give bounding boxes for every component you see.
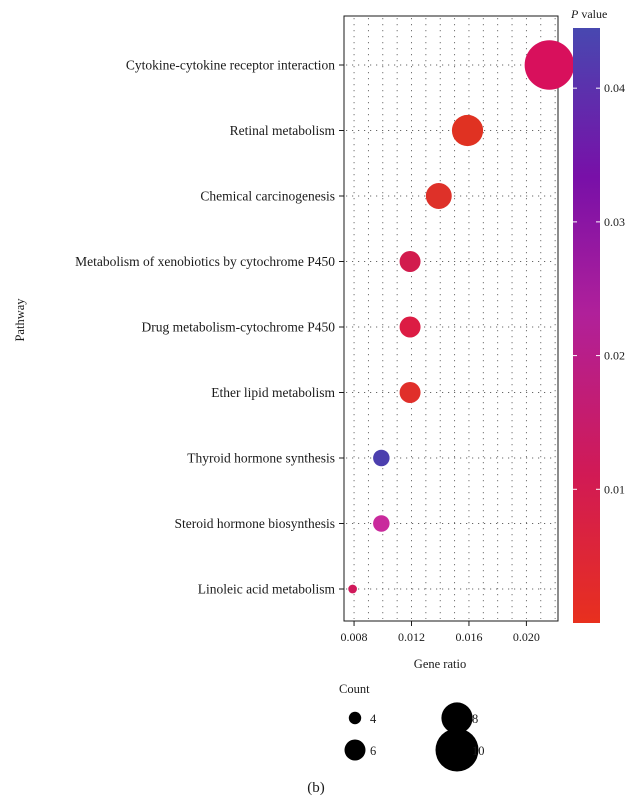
- data-point: [524, 40, 575, 90]
- colorbar-title: P value: [570, 7, 607, 21]
- x-tick-label: 0.012: [398, 630, 425, 644]
- pathway-label: Chemical carcinogenesis: [200, 189, 335, 204]
- y-axis-ticks: [339, 64, 344, 590]
- data-point: [399, 382, 421, 403]
- size-legend-label: 8: [472, 712, 478, 726]
- y-axis-labels: Cytokine-cytokine receptor interaction Re…: [75, 58, 335, 597]
- size-legend-dot: [348, 711, 362, 725]
- x-axis: 0.008 0.012 0.016 0.020: [341, 621, 540, 644]
- data-point: [373, 515, 390, 532]
- pathway-label: Steroid hormone biosynthesis: [175, 516, 336, 531]
- size-legend-dot: [435, 728, 479, 772]
- size-legend-label: 10: [472, 744, 485, 758]
- size-legend-dot: [344, 739, 366, 761]
- pathway-label: Drug metabolism-cytochrome P450: [142, 320, 336, 335]
- pathway-label: Retinal metabolism: [230, 123, 336, 138]
- colorbar-tick-label: 0.03: [604, 215, 625, 229]
- pathway-label: Ether lipid metabolism: [211, 385, 335, 400]
- colorbar-title-rest: value: [578, 7, 607, 21]
- data-point: [348, 584, 357, 594]
- panel-label: (b): [307, 780, 325, 796]
- colorbar-tick-label: 0.01: [604, 482, 625, 496]
- x-tick-label: 0.016: [455, 630, 482, 644]
- pathway-label: Linoleic acid metabolism: [198, 582, 336, 597]
- plot-area: [343, 15, 559, 622]
- x-axis-title: Gene ratio: [414, 657, 466, 671]
- pathway-label: Metabolism of xenobiotics by cytochrome …: [75, 254, 335, 269]
- colorbar-ticks: 0.04 0.03 0.02 0.01: [573, 81, 625, 496]
- x-tick-label: 0.020: [513, 630, 540, 644]
- colorbar-gradient: [573, 28, 600, 623]
- data-point: [399, 316, 421, 338]
- data-point: [425, 183, 452, 209]
- y-axis-title: Pathway: [13, 298, 27, 342]
- size-legend: Count 4 6 8 10: [339, 682, 485, 772]
- data-point: [373, 449, 390, 467]
- data-point: [451, 114, 484, 147]
- size-legend-dot: [441, 702, 473, 734]
- colorbar: P value 0.04 0.03 0.02 0.01: [570, 7, 625, 623]
- size-legend-label: 6: [370, 744, 376, 758]
- pathway-label: Thyroid hormone synthesis: [187, 451, 335, 466]
- data-points: [348, 40, 575, 594]
- size-legend-label: 4: [370, 712, 377, 726]
- grid-lines: [346, 18, 556, 619]
- size-legend-title: Count: [339, 682, 370, 696]
- colorbar-title-p: P: [570, 7, 579, 21]
- colorbar-tick-label: 0.04: [604, 81, 625, 95]
- pathway-label: Cytokine-cytokine receptor interaction: [126, 58, 335, 73]
- colorbar-tick-label: 0.02: [604, 349, 625, 363]
- data-point: [399, 251, 421, 272]
- x-tick-label: 0.008: [341, 630, 368, 644]
